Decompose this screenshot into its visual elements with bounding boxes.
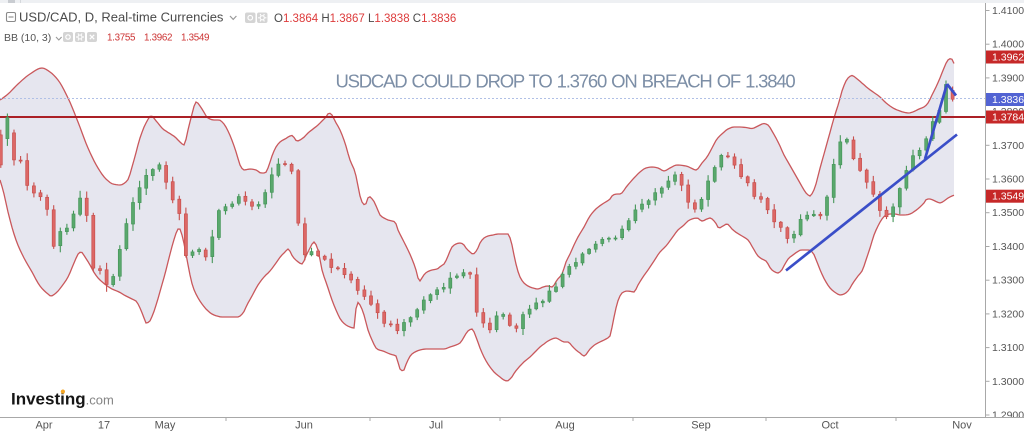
svg-text:1.3549: 1.3549 [992,191,1024,203]
svg-text:USDCAD COULD DROP TO 1.3760 ON: USDCAD COULD DROP TO 1.3760 ON BREACH OF… [335,71,795,92]
svg-text:17: 17 [98,420,110,432]
svg-text:1.3400: 1.3400 [992,241,1024,253]
svg-text:1.3500: 1.3500 [992,207,1024,219]
svg-text:Jun: Jun [295,420,313,432]
svg-text:1.3962: 1.3962 [992,52,1024,64]
svg-text:1.3962: 1.3962 [144,33,172,44]
svg-text:BB (10, 3): BB (10, 3) [4,32,51,44]
svg-text:1.3836: 1.3836 [992,94,1024,106]
svg-text:1.3700: 1.3700 [992,140,1024,152]
svg-text:Aug: Aug [555,420,575,432]
svg-text:1.3000: 1.3000 [992,376,1024,388]
svg-text:1.3200: 1.3200 [992,308,1024,320]
svg-text:1.3300: 1.3300 [992,275,1024,287]
svg-text:Nov: Nov [952,420,972,432]
svg-text:1.3100: 1.3100 [992,342,1024,354]
svg-text:1.3549: 1.3549 [181,33,209,44]
svg-text:1.4100: 1.4100 [992,5,1024,17]
svg-text:1.3900: 1.3900 [992,72,1024,84]
svg-text:Apr: Apr [35,420,52,432]
svg-text:Sep: Sep [691,420,711,432]
svg-text:Oct: Oct [821,420,838,432]
svg-text:1.3784: 1.3784 [992,112,1024,124]
svg-text:USD/CAD, D, Real-time Currenci: USD/CAD, D, Real-time Currencies [19,10,224,25]
svg-text:May: May [155,420,176,432]
svg-text:1.3600: 1.3600 [992,174,1024,186]
svg-text:1.4000: 1.4000 [992,39,1024,51]
svg-text:Investing.com: Investing.com [11,390,114,409]
svg-text:Jul: Jul [429,420,443,432]
svg-text:1.3755: 1.3755 [107,33,136,44]
svg-text:O1.3864 H1.3867 L1.3838 C1.: O1.3864 H1.3867 L1.3838 C1.3836 [274,13,456,25]
